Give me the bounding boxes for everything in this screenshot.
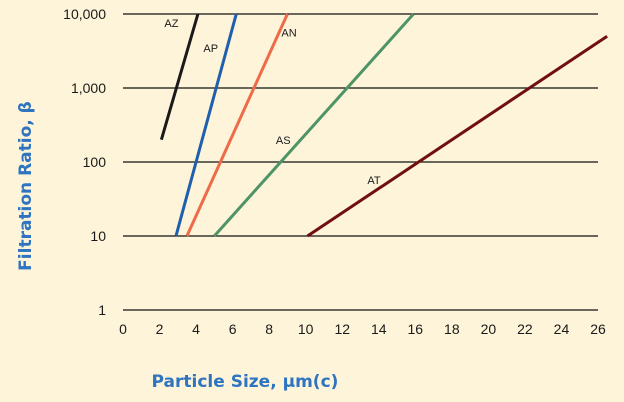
series-line-az bbox=[159, 13, 200, 141]
x-tick-label: 20 bbox=[481, 321, 497, 337]
series-line-as bbox=[213, 12, 415, 238]
x-tick-label: 0 bbox=[119, 321, 127, 337]
x-tick-label: 24 bbox=[554, 321, 570, 337]
x-tick-labels: 0 2 4 6 8 10 12 14 16 18 20 22 24 26 bbox=[119, 321, 606, 337]
series-label-az: AZ bbox=[164, 18, 178, 30]
x-tick-label: 26 bbox=[590, 321, 606, 337]
series-label-as: AS bbox=[276, 135, 291, 147]
series-labels: AZ AP AN AS AT bbox=[164, 18, 380, 187]
x-tick-label: 22 bbox=[517, 321, 533, 337]
gridlines bbox=[123, 13, 598, 311]
series-label-an: AN bbox=[281, 28, 296, 40]
y-tick-label: 10 bbox=[90, 228, 106, 244]
x-tick-label: 4 bbox=[192, 321, 200, 337]
y-tick-labels: 1 10 100 1,000 10,000 bbox=[63, 6, 106, 318]
series-label-at: AT bbox=[367, 175, 381, 187]
x-tick-label: 18 bbox=[444, 321, 460, 337]
y-tick-label: 1 bbox=[98, 302, 106, 318]
y-tick-label: 100 bbox=[83, 154, 107, 170]
series-line-ap bbox=[174, 13, 238, 237]
x-tick-label: 12 bbox=[334, 321, 350, 337]
y-tick-label: 10,000 bbox=[63, 6, 106, 22]
series-line-an bbox=[185, 13, 289, 237]
series-line-at bbox=[306, 35, 608, 238]
x-tick-label: 2 bbox=[156, 321, 164, 337]
x-tick-label: 16 bbox=[408, 321, 424, 337]
series-label-ap: AP bbox=[203, 43, 218, 55]
x-tick-label: 8 bbox=[265, 321, 273, 337]
x-axis-title: Particle Size, µm(c) bbox=[152, 372, 339, 392]
x-tick-label: 10 bbox=[298, 321, 314, 337]
x-tick-label: 14 bbox=[371, 321, 387, 337]
series-lines bbox=[159, 12, 608, 238]
y-axis-title: Filtration Ratio, β bbox=[16, 101, 36, 271]
y-tick-label: 1,000 bbox=[71, 80, 106, 96]
x-tick-label: 6 bbox=[229, 321, 237, 337]
